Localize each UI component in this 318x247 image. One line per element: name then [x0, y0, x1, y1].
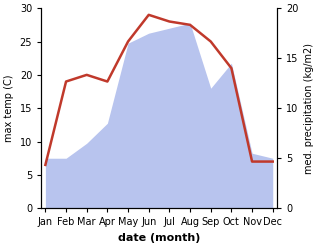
X-axis label: date (month): date (month): [118, 233, 200, 243]
Y-axis label: med. precipitation (kg/m2): med. precipitation (kg/m2): [304, 43, 314, 174]
Y-axis label: max temp (C): max temp (C): [4, 74, 14, 142]
